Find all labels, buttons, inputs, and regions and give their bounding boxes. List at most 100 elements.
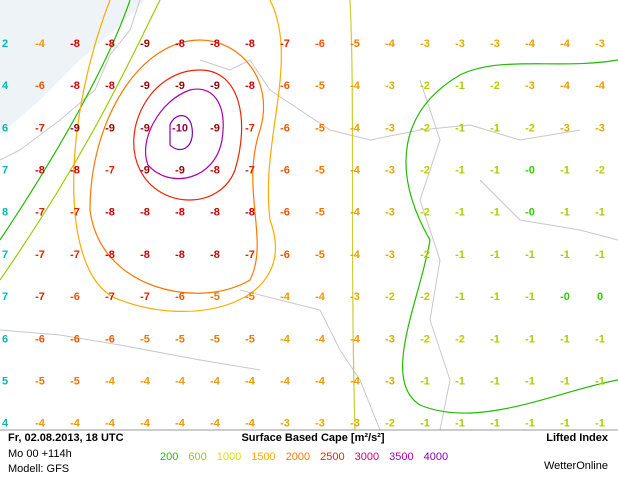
grid-value: -4: [350, 80, 361, 92]
grid-value: -4: [210, 376, 221, 388]
grid-value: -8: [210, 38, 220, 50]
grid-value: -2: [420, 333, 430, 345]
grid-value: -4: [35, 38, 46, 50]
grid-value: -5: [315, 207, 325, 219]
grid-value: -3: [280, 418, 290, 430]
grid-value: -7: [140, 291, 150, 303]
grid-value: -1: [490, 376, 500, 388]
grid-value: -0: [525, 207, 535, 219]
grid-value: -4: [560, 80, 571, 92]
grid-value: -3: [350, 418, 360, 430]
grid-value: -2: [420, 291, 430, 303]
grid-value: 7: [2, 291, 8, 303]
legend-value: 2000: [286, 451, 310, 463]
grid-value: -8: [140, 207, 150, 219]
grid-value: -8: [175, 249, 185, 261]
grid-value: -8: [210, 207, 220, 219]
grid-value: -4: [175, 418, 186, 430]
date: Fr, 02.08.2013, 18 UTC: [8, 432, 124, 444]
grid-value: -1: [455, 80, 465, 92]
grid-value: -6: [315, 38, 325, 50]
grid-value: -7: [105, 291, 115, 303]
grid-value: -6: [70, 291, 80, 303]
grid-value: -3: [490, 38, 500, 50]
grid-value: -4: [315, 291, 326, 303]
grid-value: 5: [2, 376, 8, 388]
grid-value: 4: [2, 80, 9, 92]
grid-value: -7: [35, 122, 45, 134]
grid-value: -3: [350, 291, 360, 303]
grid-value: -1: [490, 333, 500, 345]
grid-value: -8: [210, 165, 220, 177]
grid-value: -2: [455, 333, 465, 345]
grid-value: -1: [455, 207, 465, 219]
brand: WetterOnline: [544, 460, 608, 472]
grid-value: -5: [210, 291, 220, 303]
grid-value: -4: [350, 122, 361, 134]
grid-value: -5: [140, 333, 150, 345]
legend-value: 1000: [217, 451, 241, 463]
grid-value: -9: [175, 80, 185, 92]
grid-value: -1: [595, 249, 605, 261]
contours: [0, 0, 618, 431]
grid-value: -9: [175, 165, 185, 177]
grid-value: -8: [105, 249, 115, 261]
grid-value: -4: [350, 333, 361, 345]
grid-value: -4: [140, 418, 151, 430]
grid-value: -1: [595, 333, 605, 345]
grid-value: -1: [490, 122, 500, 134]
grid-value: -1: [595, 376, 605, 388]
grid-value: -5: [245, 333, 255, 345]
grid-value: -2: [490, 80, 500, 92]
grid-value: -9: [140, 38, 150, 50]
grid-value: -9: [70, 122, 80, 134]
grid-value: -9: [140, 165, 150, 177]
grid-value: -8: [70, 38, 80, 50]
grid-value: -1: [490, 249, 500, 261]
grid-value: -5: [315, 80, 325, 92]
grid-value: -3: [385, 165, 395, 177]
grid-value: -1: [420, 418, 430, 430]
grid-value: -3: [385, 122, 395, 134]
grid-value: -6: [105, 333, 115, 345]
grid-value: -7: [70, 207, 80, 219]
grid-value: -1: [420, 376, 430, 388]
legend-value: 3000: [355, 451, 379, 463]
grid-value: -9: [140, 80, 150, 92]
grid-value: -5: [315, 122, 325, 134]
grid-value: -3: [385, 376, 395, 388]
legend-title: Surface Based Cape [m²/s²]: [241, 432, 384, 444]
grid-value: -2: [385, 418, 395, 430]
grid-value: -1: [595, 207, 605, 219]
grid-value: -6: [280, 207, 290, 219]
grid-value: -1: [560, 376, 570, 388]
grid-value: -4: [315, 376, 326, 388]
legend-value: 600: [188, 451, 206, 463]
grid-value: -1: [525, 249, 535, 261]
grid-value: -3: [385, 333, 395, 345]
grid-value: -1: [560, 165, 570, 177]
grid-value: -4: [280, 376, 291, 388]
borders: [0, 0, 618, 431]
grid-value: -5: [350, 38, 360, 50]
model: Modell: GFS: [8, 463, 69, 475]
grid-value: -8: [70, 165, 80, 177]
grid-value: -6: [175, 291, 185, 303]
grid-value: -5: [70, 376, 80, 388]
grid-value: -4: [595, 80, 606, 92]
grid-value: -7: [105, 165, 115, 177]
grid-value: -7: [280, 38, 290, 50]
grid-value: -8: [105, 80, 115, 92]
run: Mo 00 +114h: [8, 448, 72, 460]
grid-value: -4: [350, 165, 361, 177]
grid-value: -5: [35, 376, 45, 388]
grid-value: -2: [420, 165, 430, 177]
grid-value: -4: [280, 291, 291, 303]
grid-value: -1: [560, 207, 570, 219]
grid-value: 6: [2, 122, 8, 134]
grid-value: -1: [455, 165, 465, 177]
grid-value: -3: [385, 249, 395, 261]
grid-value: -8: [210, 249, 220, 261]
grid-value: -3: [420, 38, 430, 50]
